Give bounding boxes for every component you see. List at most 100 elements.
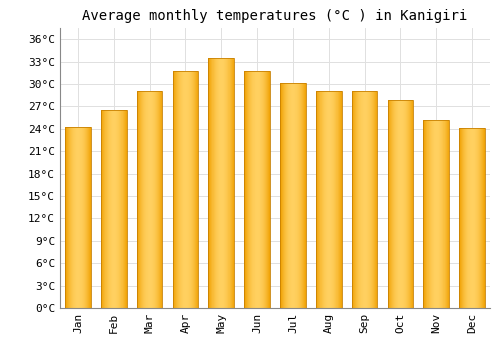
Bar [261,71,262,308]
Bar [116,110,117,308]
Bar [280,83,281,308]
Bar [179,71,180,308]
Bar [259,71,260,308]
Bar [360,91,361,308]
Bar [391,100,392,308]
Bar [356,91,357,308]
Bar [295,83,296,308]
Bar [320,91,321,308]
Bar [370,91,371,308]
Bar [175,71,176,308]
Bar [355,91,356,308]
Bar [434,120,435,308]
Bar [287,83,288,308]
Bar [233,58,234,308]
Bar [191,71,192,308]
Bar [390,100,391,308]
Bar [297,83,298,308]
Bar [341,91,342,308]
Bar [361,91,362,308]
Bar [409,100,410,308]
Bar [143,91,144,308]
Bar [363,91,364,308]
Bar [214,58,215,308]
Bar [189,71,190,308]
Bar [465,128,466,308]
Bar [76,127,77,308]
Bar [138,91,140,308]
Bar [88,127,89,308]
Bar [264,71,265,308]
Bar [123,110,124,308]
Bar [478,128,479,308]
Bar [316,91,342,308]
Bar [183,71,184,308]
Bar [248,71,249,308]
Bar [352,91,378,308]
Bar [79,127,80,308]
Bar [161,91,162,308]
Bar [210,58,211,308]
Bar [331,91,332,308]
Bar [445,120,446,308]
Bar [148,91,149,308]
Bar [152,91,153,308]
Bar [327,91,328,308]
Bar [359,91,360,308]
Bar [283,83,284,308]
Bar [477,128,478,308]
Bar [400,100,401,308]
Bar [197,71,198,308]
Bar [103,110,104,308]
Bar [474,128,475,308]
Bar [258,71,259,308]
Bar [358,91,359,308]
Bar [75,127,76,308]
Bar [362,91,363,308]
Bar [369,91,370,308]
Bar [339,91,340,308]
Bar [80,127,81,308]
Bar [431,120,432,308]
Bar [319,91,320,308]
Bar [334,91,335,308]
Bar [230,58,231,308]
Bar [226,58,227,308]
Bar [442,120,443,308]
Bar [336,91,337,308]
Bar [292,83,293,308]
Bar [212,58,213,308]
Bar [483,128,484,308]
Bar [329,91,330,308]
Bar [353,91,354,308]
Bar [150,91,151,308]
Bar [187,71,188,308]
Bar [107,110,108,308]
Bar [482,128,483,308]
Bar [439,120,440,308]
Bar [69,127,70,308]
Bar [109,110,110,308]
Bar [257,71,258,308]
Bar [136,91,137,308]
Bar [173,71,174,308]
Bar [120,110,121,308]
Bar [140,91,141,308]
Bar [394,100,396,308]
Bar [246,71,247,308]
Bar [266,71,267,308]
Bar [111,110,112,308]
Bar [340,91,341,308]
Bar [182,71,183,308]
Bar [146,91,147,308]
Bar [147,91,148,308]
Bar [70,127,71,308]
Bar [252,71,253,308]
Bar [268,71,269,308]
Bar [280,83,306,308]
Bar [459,128,460,308]
Bar [461,128,462,308]
Bar [365,91,366,308]
Bar [192,71,193,308]
Bar [178,71,179,308]
